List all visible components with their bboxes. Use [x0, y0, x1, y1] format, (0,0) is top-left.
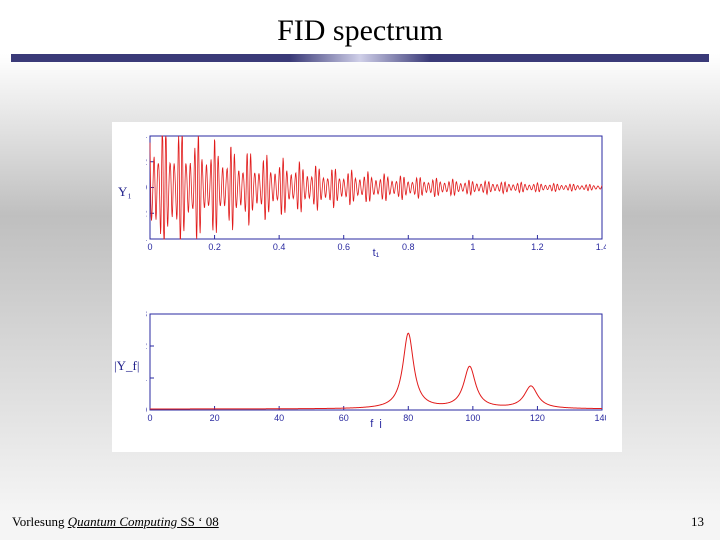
svg-text:100: 100: [465, 413, 480, 423]
svg-text:1.2: 1.2: [531, 242, 544, 252]
svg-text:1: 1: [470, 242, 475, 252]
fid-freq-svg: 0 20 40 60 80 100 120 140 0 0.1 0.2 0.3 f_j: [146, 310, 606, 428]
fid-freq-ylabel: |Y_f|: [114, 358, 139, 374]
svg-text:0.3: 0.3: [146, 310, 147, 319]
svg-text:0.2: 0.2: [146, 341, 147, 351]
svg-text:20: 20: [210, 413, 220, 423]
svg-text:0.2: 0.2: [208, 242, 221, 252]
svg-text:4: 4: [146, 132, 147, 141]
svg-text:60: 60: [339, 413, 349, 423]
svg-text:0: 0: [147, 242, 152, 252]
svg-text:140: 140: [594, 413, 606, 423]
title-rule-wrap: [0, 54, 720, 62]
svg-text:0.8: 0.8: [402, 242, 415, 252]
page-number: 13: [691, 514, 704, 530]
svg-text:0: 0: [146, 405, 147, 415]
svg-text:1.4: 1.4: [596, 242, 606, 252]
svg-text:2: 2: [146, 157, 147, 167]
title-rule: [11, 54, 709, 62]
svg-text:0.4: 0.4: [273, 242, 286, 252]
footer-italic: Quantum Computing: [68, 514, 177, 529]
footer-prefix: Vorlesung: [12, 514, 68, 529]
fid-freq-chart: 0 20 40 60 80 100 120 140 0 0.1 0.2 0.3 f_j: [146, 310, 606, 428]
charts-container: 0 0.2 0.4 0.6 0.8 1 1.2 1.4 -4 -2 0 2 4 t₁ Y₁ 0 20 40 60…: [112, 122, 622, 452]
svg-text:40: 40: [274, 413, 284, 423]
fid-time-chart: 0 0.2 0.4 0.6 0.8 1 1.2 1.4 -4 -2 0 2 4 t₁: [146, 132, 606, 257]
fid-time-ylabel: Y₁: [118, 184, 132, 200]
svg-text:-4: -4: [146, 234, 147, 244]
svg-text:80: 80: [403, 413, 413, 423]
svg-text:0.6: 0.6: [337, 242, 350, 252]
slide-title: FID spectrum: [0, 0, 720, 54]
svg-text:0: 0: [146, 183, 147, 193]
svg-text:f_j: f_j: [370, 418, 382, 428]
svg-text:0.1: 0.1: [146, 373, 147, 383]
svg-text:120: 120: [530, 413, 545, 423]
svg-text:0: 0: [147, 413, 152, 423]
footer-suffix: SS ‘ 08: [177, 514, 219, 529]
footer-text: Vorlesung Quantum Computing SS ‘ 08: [12, 514, 219, 530]
svg-text:t₁: t₁: [373, 247, 380, 257]
svg-text:-2: -2: [146, 208, 147, 218]
fid-time-svg: 0 0.2 0.4 0.6 0.8 1 1.2 1.4 -4 -2 0 2 4 t₁: [146, 132, 606, 257]
